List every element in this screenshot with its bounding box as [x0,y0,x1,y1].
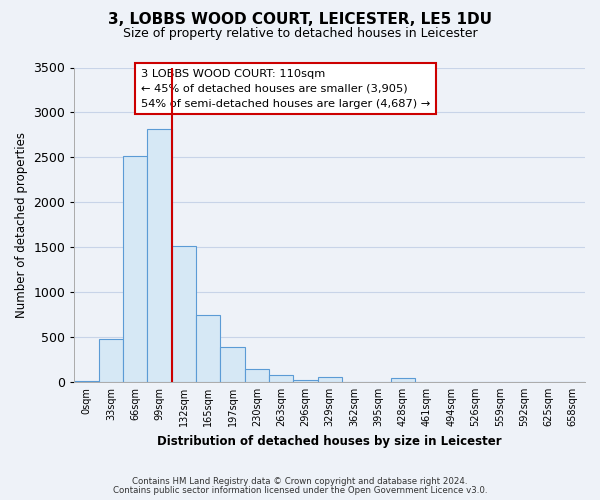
Bar [317,377,342,382]
Bar [123,156,148,382]
Bar [245,369,269,382]
Text: Size of property relative to detached houses in Leicester: Size of property relative to detached ho… [122,28,478,40]
Bar [269,375,293,382]
X-axis label: Distribution of detached houses by size in Leicester: Distribution of detached houses by size … [157,434,502,448]
Bar [74,380,99,382]
Bar [172,246,196,382]
Text: Contains public sector information licensed under the Open Government Licence v3: Contains public sector information licen… [113,486,487,495]
Text: Contains HM Land Registry data © Crown copyright and database right 2024.: Contains HM Land Registry data © Crown c… [132,477,468,486]
Y-axis label: Number of detached properties: Number of detached properties [15,132,28,318]
Bar [196,314,220,382]
Bar [148,130,172,382]
Bar [99,339,123,382]
Bar [220,347,245,382]
Text: 3, LOBBS WOOD COURT, LEICESTER, LE5 1DU: 3, LOBBS WOOD COURT, LEICESTER, LE5 1DU [108,12,492,28]
Bar [293,380,317,382]
Text: 3 LOBBS WOOD COURT: 110sqm
← 45% of detached houses are smaller (3,905)
54% of s: 3 LOBBS WOOD COURT: 110sqm ← 45% of deta… [141,69,430,108]
Bar [391,378,415,382]
